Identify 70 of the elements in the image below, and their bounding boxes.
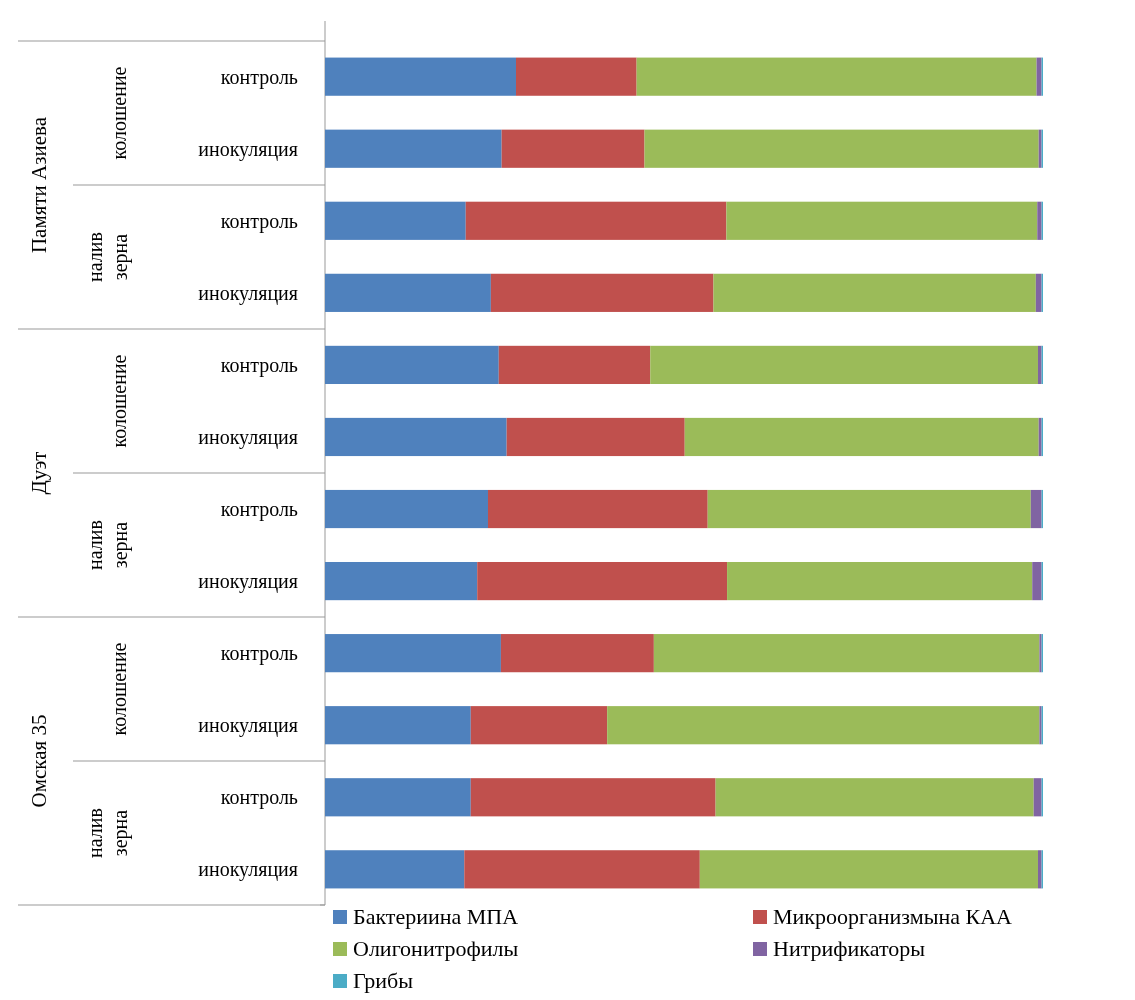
y-tick-label: контроль	[220, 786, 298, 810]
bar	[325, 57, 516, 96]
bar	[325, 129, 502, 168]
bar	[1030, 489, 1042, 529]
bar	[500, 634, 654, 673]
y-tick-label: инокуляция	[198, 858, 298, 882]
bar	[715, 778, 1034, 817]
y-tick-label: контроль	[220, 642, 298, 666]
bar	[1037, 201, 1042, 240]
text: налив зерна	[84, 808, 132, 858]
bar	[325, 706, 471, 745]
bar	[713, 273, 1036, 312]
bar	[477, 561, 728, 601]
bar	[498, 345, 651, 385]
y-tick-label: инокуляция	[198, 570, 298, 594]
bar	[726, 201, 1038, 240]
bar	[506, 417, 685, 457]
bar	[727, 561, 1033, 601]
text: налив зерна	[84, 520, 132, 570]
bar	[490, 273, 714, 312]
bar	[325, 201, 466, 240]
bar	[325, 345, 499, 385]
y-tick-label: инокуляция	[198, 137, 298, 161]
legend-label: Олигонитрофилы	[353, 936, 519, 961]
text: колошение	[108, 642, 130, 736]
bar	[470, 778, 716, 817]
bar	[501, 129, 645, 168]
bar	[636, 57, 1037, 96]
y-tick-label: контроль	[220, 209, 298, 233]
bar	[487, 489, 708, 529]
bar	[325, 634, 501, 673]
text: колошение	[108, 66, 130, 160]
bar	[325, 417, 507, 457]
y-tick-label: инокуляция	[198, 714, 298, 738]
y-tick-label: инокуляция	[198, 425, 298, 449]
bar	[684, 417, 1039, 457]
bar	[607, 706, 1040, 745]
legend-label: Бактериина МПА	[353, 904, 519, 929]
bar	[653, 634, 1040, 673]
text: Омская 35	[27, 714, 51, 808]
bar	[1036, 57, 1042, 96]
y-tick-label: контроль	[220, 498, 298, 522]
y-tick-label: контроль	[220, 65, 298, 89]
bar	[644, 129, 1039, 168]
bar	[465, 201, 727, 240]
bar	[1037, 345, 1042, 385]
legend-label: Микроорганизмына КАА	[773, 904, 1013, 929]
text: налив зерна	[84, 232, 132, 282]
bar	[325, 778, 471, 817]
bar	[1032, 561, 1042, 601]
bar	[470, 706, 608, 745]
bar	[325, 273, 491, 312]
bar	[325, 489, 488, 529]
bar	[325, 561, 478, 601]
y-tick-label: контроль	[220, 353, 298, 377]
y-tick-label: инокуляция	[198, 281, 298, 305]
bar	[699, 850, 1038, 889]
bar	[650, 345, 1038, 385]
bar	[707, 489, 1031, 529]
text: колошение	[108, 354, 130, 448]
legend-label: Нитрификаторы	[773, 936, 926, 961]
bar	[515, 57, 637, 96]
bar	[1035, 273, 1042, 312]
bar	[1033, 778, 1042, 817]
bar	[325, 850, 465, 889]
text: Дуэт	[27, 451, 51, 495]
bar	[464, 850, 700, 889]
bar	[1037, 850, 1042, 889]
text: Памяти Азиева	[27, 116, 51, 254]
legend-label: Грибы	[353, 968, 414, 993]
